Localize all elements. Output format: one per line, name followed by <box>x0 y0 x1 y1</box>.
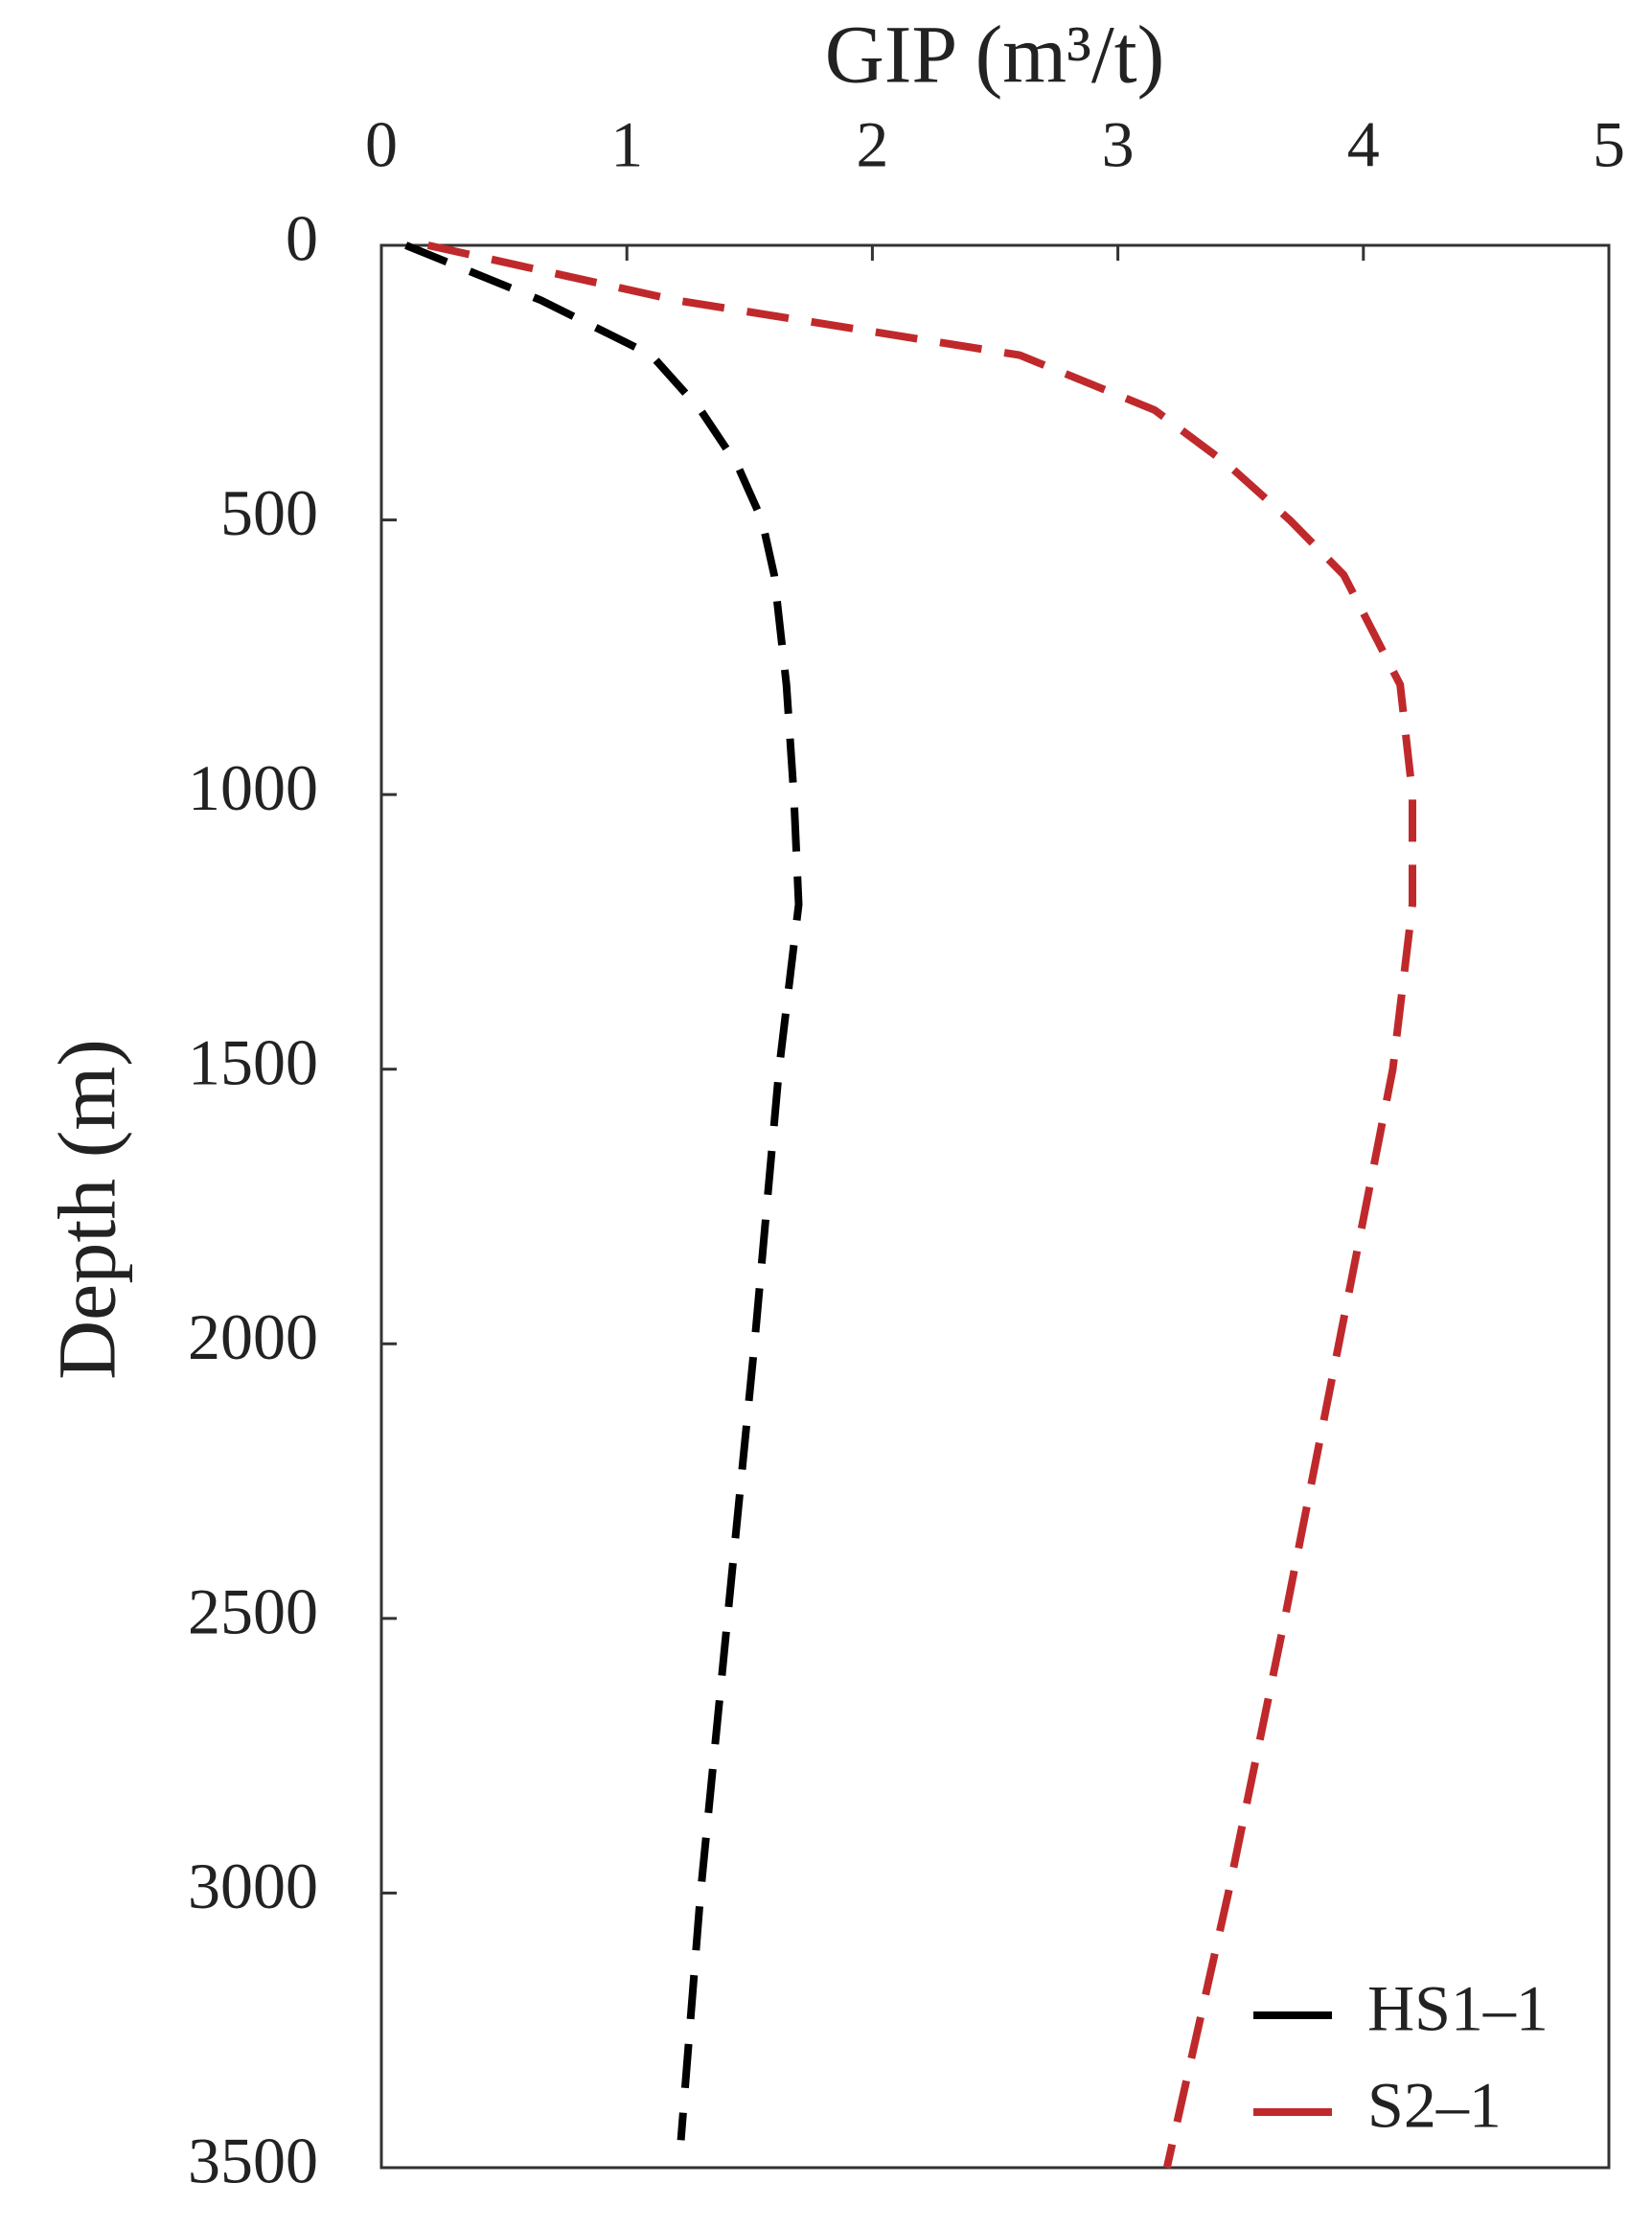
x-tick-label: 4 <box>1347 108 1380 181</box>
legend-label: HS1–1 <box>1367 1972 1549 2045</box>
x-tick-label: 0 <box>365 108 398 181</box>
legend-label: S2–1 <box>1367 2069 1502 2142</box>
x-tick-label: 2 <box>856 108 888 181</box>
y-tick-label: 1000 <box>188 751 318 824</box>
x-axis-title: GIP (m³/t) <box>825 9 1165 101</box>
data-line <box>404 241 803 2141</box>
y-tick-label: 2000 <box>188 1300 318 1373</box>
x-tick-label: 3 <box>1102 108 1135 181</box>
plot-frame <box>379 243 1611 2170</box>
y-tick-label: 2500 <box>188 1574 318 1647</box>
x-tick-label: 1 <box>610 108 643 181</box>
y-tick-label: 3000 <box>188 1850 318 1922</box>
y-tick-label: 0 <box>286 202 318 275</box>
y-tick-label: 3500 <box>188 2125 318 2197</box>
y-tick-label: 1500 <box>188 1025 318 1098</box>
data-line <box>426 241 1416 2169</box>
x-tick-label: 5 <box>1593 108 1625 181</box>
y-axis-title: Depth (m) <box>41 1039 133 1380</box>
y-tick-label: 500 <box>220 476 318 549</box>
